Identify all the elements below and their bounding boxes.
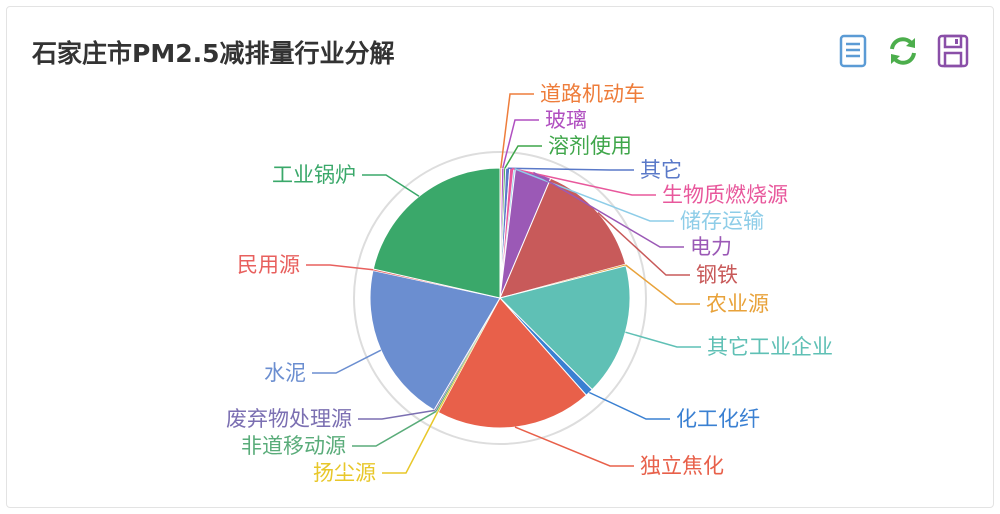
slice-label: 工业锅炉 <box>272 163 356 187</box>
label-leader-line <box>362 174 420 197</box>
refresh-button[interactable] <box>886 34 920 68</box>
slice-label: 电力 <box>690 235 732 259</box>
label-leader-line <box>507 167 634 171</box>
slice-label: 道路机动车 <box>540 82 645 106</box>
label-leader-line <box>533 171 684 248</box>
toolbox <box>836 34 970 68</box>
outer-ring <box>353 151 647 445</box>
label-leader-line <box>597 212 690 276</box>
refresh-icon <box>890 37 916 65</box>
chart-title: 石家庄市PM2.5减排量行业分解 <box>32 39 395 68</box>
slice-label: 民用源 <box>237 253 300 277</box>
data-view-button[interactable] <box>836 34 870 68</box>
slice-label: 溶剂使用 <box>548 134 632 158</box>
data-view-icon <box>839 34 867 68</box>
slice-label: 扬尘源 <box>313 461 376 485</box>
label-leader-line <box>312 349 382 374</box>
slice-label: 玻璃 <box>545 108 587 132</box>
pie-slice[interactable] <box>437 297 588 429</box>
pie-slice[interactable] <box>499 265 631 391</box>
label-leader-line <box>514 426 634 467</box>
save-image-icon <box>937 34 969 68</box>
label-leader-line <box>502 119 539 169</box>
slice-label: 生物质燃烧源 <box>662 183 788 207</box>
label-leader-line <box>625 264 700 305</box>
label-leader-line <box>358 409 435 420</box>
slice-label: 储存运输 <box>680 209 764 233</box>
label-leader-line <box>306 264 374 271</box>
label-leader-line <box>352 410 437 447</box>
label-leader-line <box>504 145 542 169</box>
label-leader-line <box>588 391 670 420</box>
slice-label: 非道移动源 <box>241 434 346 458</box>
slice-label: 农业源 <box>706 292 769 316</box>
pie-slice[interactable] <box>372 167 501 299</box>
slice-label: 其它 <box>640 158 682 182</box>
label-leader-line <box>514 168 674 222</box>
slice-label: 化工化纤 <box>676 407 760 431</box>
save-image-button[interactable] <box>936 34 970 68</box>
label-leader-line <box>500 93 534 169</box>
label-leader-line <box>382 411 439 474</box>
slice-label: 独立焦化 <box>640 454 724 478</box>
slice-label: 水泥 <box>264 361 306 385</box>
label-leader-line <box>511 167 656 196</box>
pie-slice[interactable] <box>369 269 501 411</box>
label-leader-line <box>625 331 701 348</box>
slice-label: 废弃物处理源 <box>226 407 352 431</box>
slice-label: 其它工业企业 <box>707 335 833 359</box>
slice-label: 钢铁 <box>696 263 738 287</box>
